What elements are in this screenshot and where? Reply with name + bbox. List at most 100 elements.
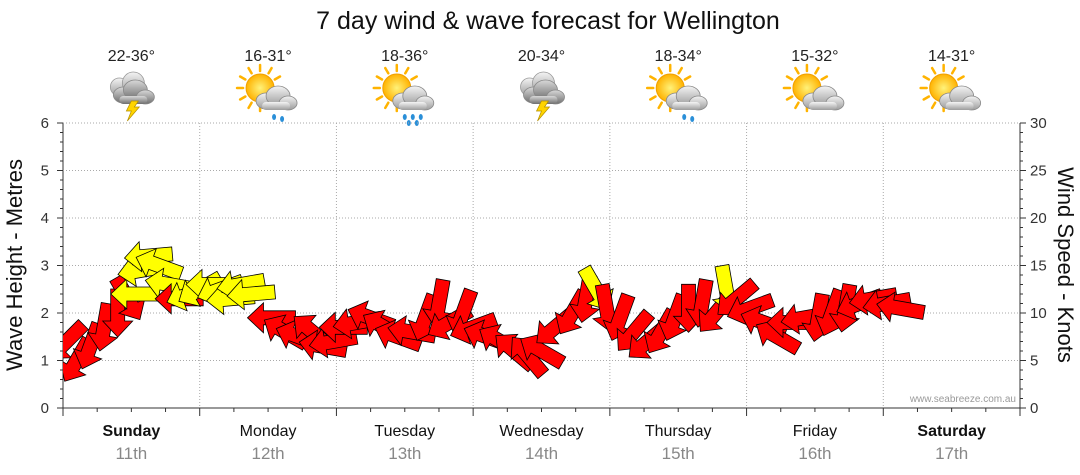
date-label: 15th: [662, 444, 695, 463]
sun-ray: [957, 75, 965, 81]
day-label: Tuesday: [374, 423, 435, 440]
sun-ray: [384, 66, 390, 75]
sun-ray: [375, 95, 384, 101]
day-label: Friday: [793, 423, 837, 440]
credit-text: www.seabreeze.com.au: [909, 394, 1016, 405]
cloud-base: [945, 102, 974, 110]
day-label: Monday: [240, 423, 297, 440]
sun-ray: [820, 75, 829, 81]
rain-drop: [410, 114, 415, 120]
left-axis-ticks: 0 1 2 3 4 5 6: [41, 115, 63, 417]
date-label: 12th: [252, 444, 285, 463]
sun-ray: [247, 66, 253, 75]
sun-ray: [677, 66, 683, 75]
right-tick-label: 15: [1030, 258, 1047, 275]
rain-drop: [690, 116, 695, 122]
left-tick-label: 3: [41, 258, 49, 275]
wind-arrows: [63, 240, 926, 382]
sun-ray: [794, 101, 800, 110]
sun-ray: [930, 66, 937, 75]
date-label: 16th: [798, 444, 831, 463]
x-axis-labels: Sunday 11th Monday 12th Tuesday 13th Wednesday…: [102, 423, 986, 463]
cloud: [939, 85, 982, 111]
temp-range: 15-32°: [791, 48, 838, 65]
sun-ray: [785, 75, 794, 81]
rain-drop: [272, 114, 277, 120]
temp-range: 22-36°: [108, 48, 155, 65]
cloud-base: [398, 102, 427, 110]
sun-ray: [922, 95, 931, 101]
right-tick-label: 5: [1030, 353, 1038, 370]
temp-range: 16-31°: [244, 48, 291, 65]
left-tick-label: 5: [41, 163, 49, 180]
temp-range: 20-34°: [518, 48, 565, 65]
wind-arrow: [226, 278, 276, 311]
lightning-bolt: [535, 100, 551, 122]
wind-arrow: [135, 247, 185, 281]
cloud-storm-icon: [520, 71, 565, 122]
cloud: [665, 85, 708, 111]
right-tick-label: 10: [1030, 305, 1047, 322]
left-tick-label: 0: [41, 400, 49, 417]
day-label: Thursday: [645, 423, 712, 440]
sun-ray: [657, 101, 663, 110]
sun-ray: [384, 101, 390, 110]
sun-ray: [930, 101, 937, 110]
chart-title: 7 day wind & wave forecast for Wellingto…: [316, 7, 780, 35]
cloud-base: [119, 96, 148, 104]
sun-ray: [657, 66, 663, 75]
left-tick-label: 6: [41, 115, 49, 132]
sun-ray: [273, 75, 282, 81]
lightning-bolt: [125, 100, 141, 122]
sun-ray: [950, 66, 957, 75]
date-label: 11th: [115, 444, 147, 463]
date-label: 13th: [388, 444, 421, 463]
right-tick-label: 30: [1030, 115, 1047, 132]
sun-ray: [814, 66, 820, 75]
right-axis-ticks: 0 5 10 15 20 25 30: [1020, 115, 1047, 417]
cloud: [520, 71, 565, 105]
cloud: [802, 85, 845, 111]
cloud: [109, 71, 155, 105]
sun-ray: [238, 95, 247, 101]
right-axis-label: Wind Speed - Knots: [1053, 167, 1078, 363]
rain-drop: [682, 114, 687, 120]
day-headers: 22-36° 16-31° 18-36° 20-34° 18-34° 15-32° 14-3…: [108, 48, 982, 126]
temp-range: 18-36°: [381, 48, 428, 65]
cloud-base: [808, 102, 837, 110]
sun-cloud-icon: [782, 63, 845, 113]
day-label: Sunday: [102, 423, 160, 440]
sun-ray: [267, 66, 273, 75]
rain-drop: [418, 114, 423, 120]
day-label: Saturday: [917, 423, 986, 440]
sun-cloud-icon: [919, 63, 982, 113]
sun-ray: [410, 75, 418, 81]
sun-ray: [375, 75, 384, 81]
wind-arrow: [86, 301, 119, 352]
sun-ray: [404, 66, 410, 75]
left-tick-label: 1: [41, 353, 49, 370]
sun-ray: [238, 75, 247, 81]
cloud: [255, 85, 298, 111]
cloud-base: [672, 102, 701, 110]
bottom-axis-ticks: [62, 408, 1021, 416]
date-label: 17th: [935, 444, 968, 463]
cloud: [392, 85, 435, 111]
right-tick-label: 20: [1030, 210, 1047, 227]
sun-ray: [922, 75, 931, 81]
sun-ray: [649, 95, 657, 101]
rain-drop: [402, 114, 407, 120]
left-tick-label: 2: [41, 305, 49, 322]
rain-drop: [280, 116, 285, 122]
rain-drop: [414, 120, 419, 126]
temp-range: 14-31°: [928, 48, 975, 65]
cloud-storm-icon: [109, 71, 155, 122]
sun-ray: [785, 95, 794, 101]
left-axis-label: Wave Height - Metres: [2, 159, 27, 371]
right-tick-label: 0: [1030, 400, 1038, 417]
sun-ray: [247, 101, 253, 110]
sun-ray: [683, 75, 692, 81]
temp-range: 18-34°: [655, 48, 702, 65]
sun-cloud-rain-icon: [372, 63, 435, 126]
